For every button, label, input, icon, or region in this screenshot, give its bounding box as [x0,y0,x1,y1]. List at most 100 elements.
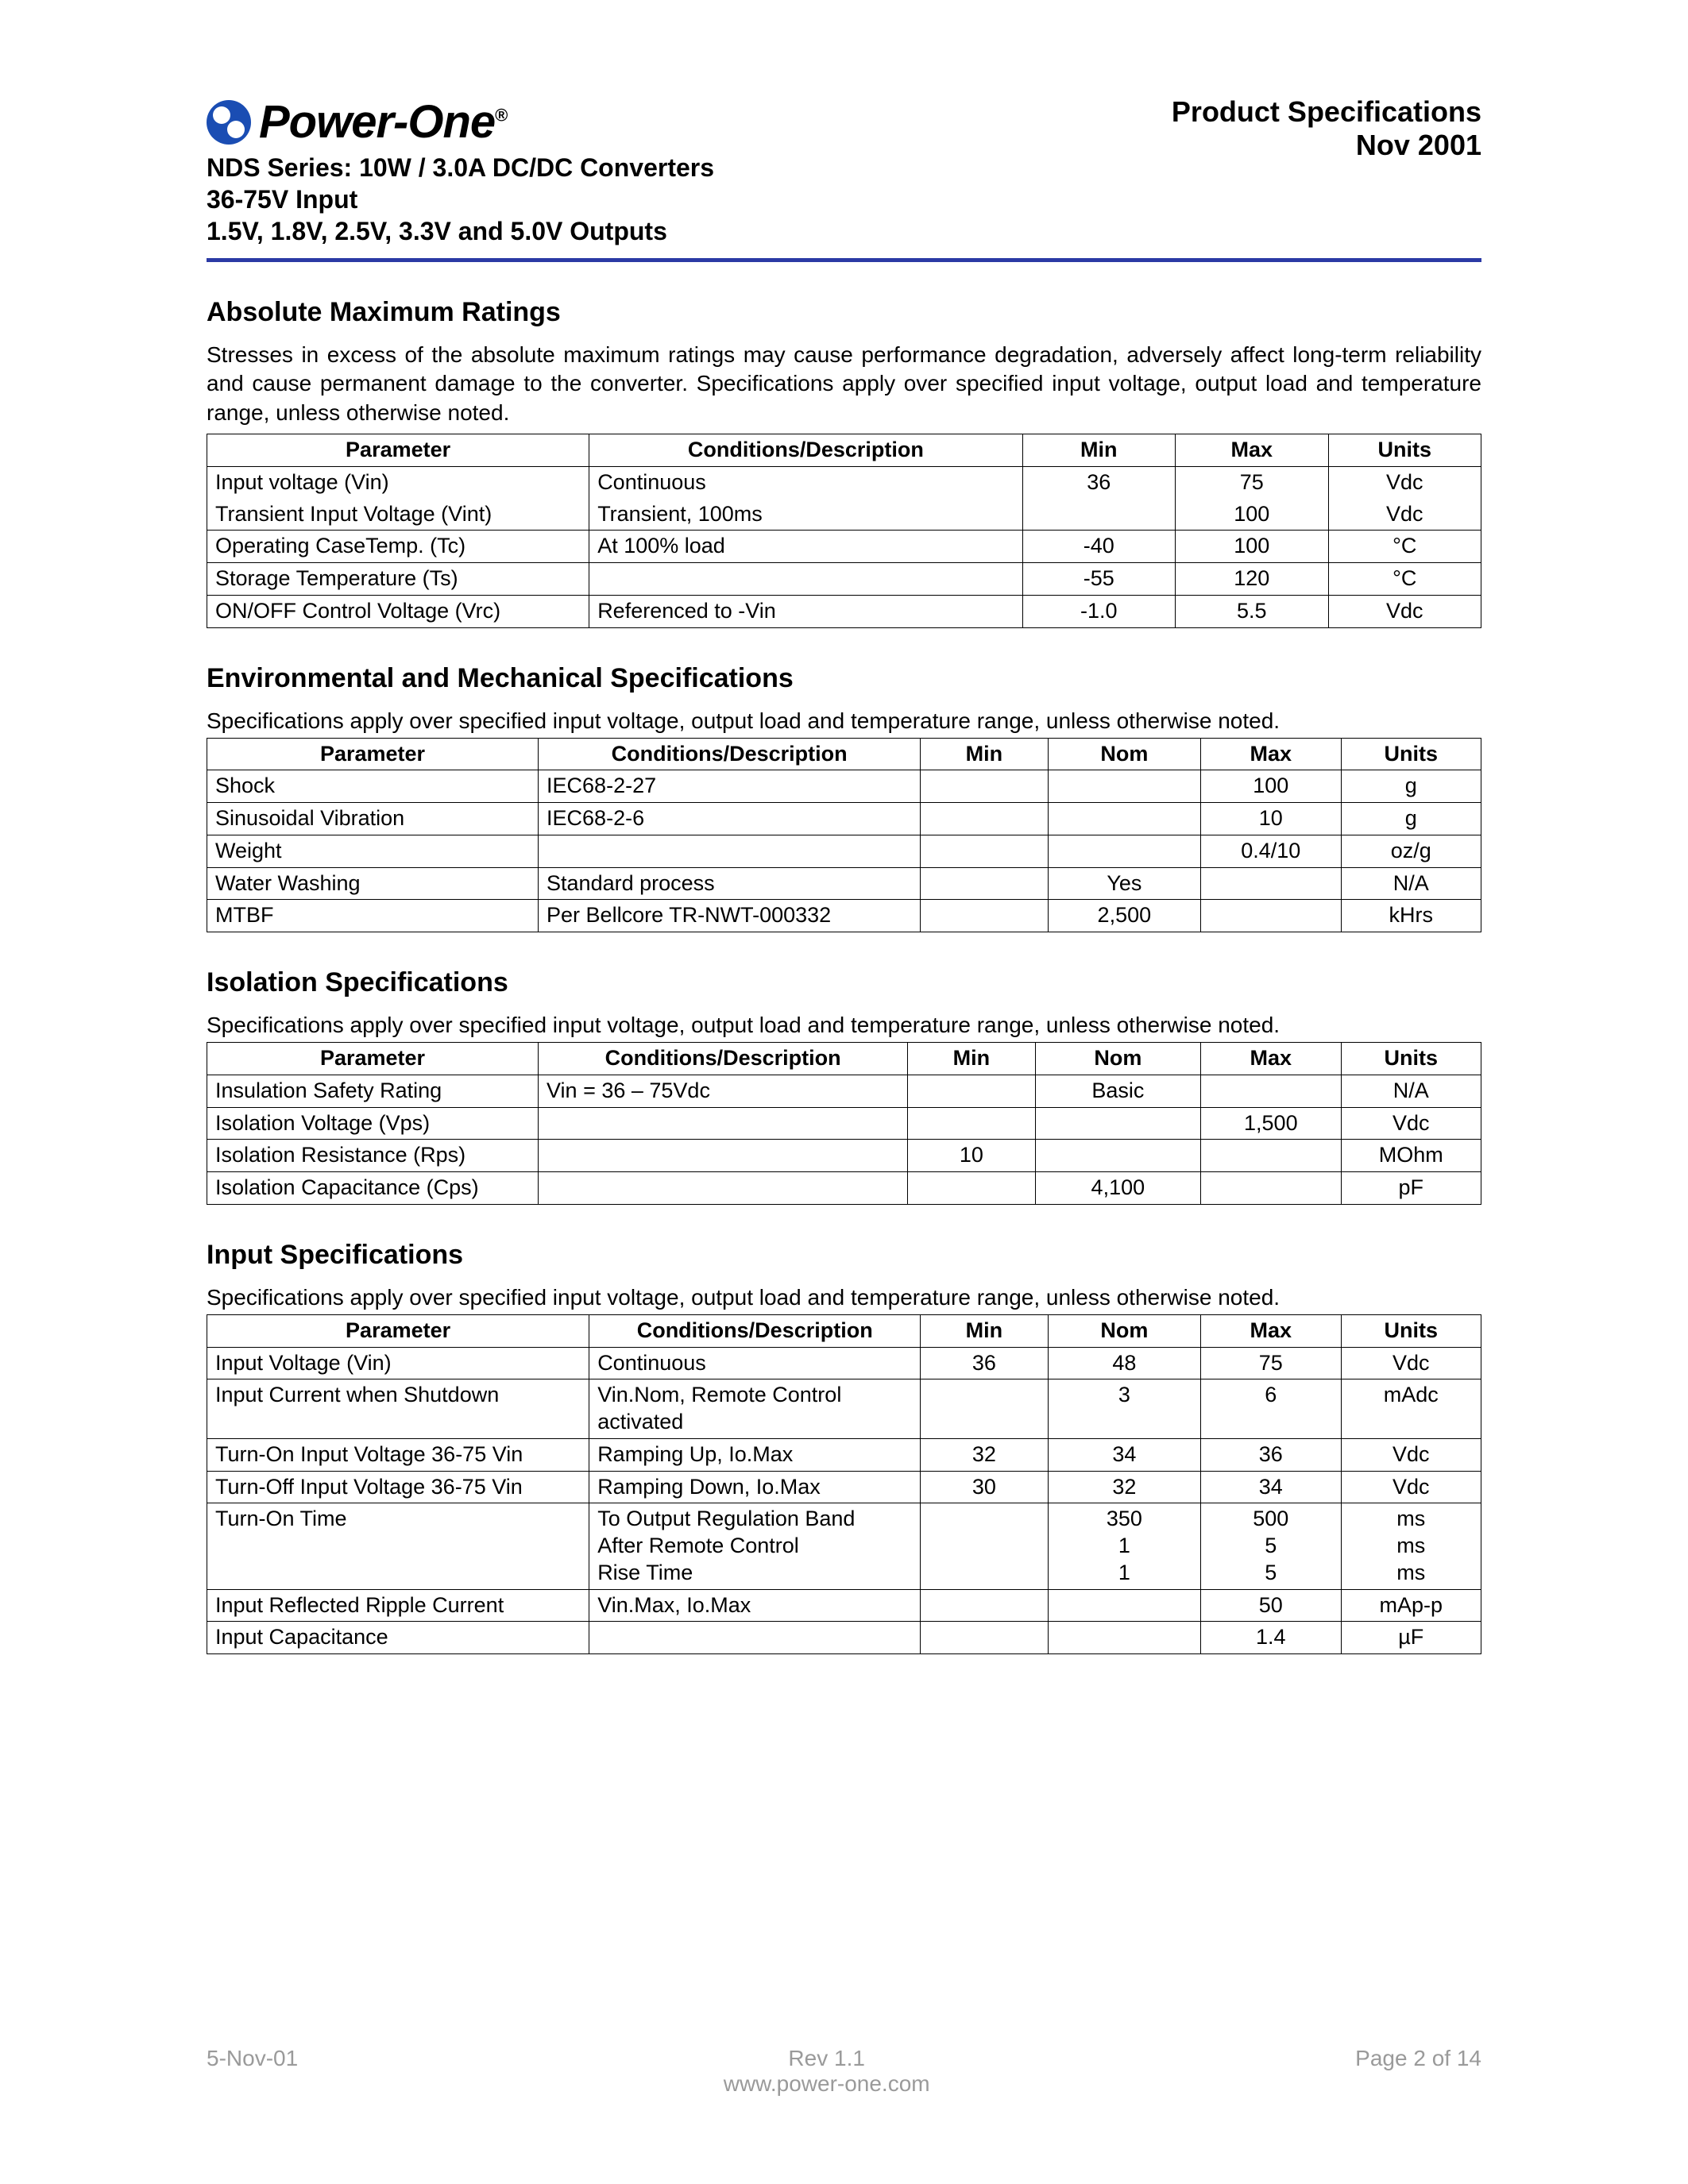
column-header: Units [1328,434,1481,467]
cell-value: Vdc [1328,499,1481,531]
cell-value: Vdc [1341,1438,1481,1471]
cell-value: 10 [908,1140,1035,1172]
cell-value: 36 [1022,466,1175,498]
cell-parameter: Isolation Voltage (Vps) [207,1107,539,1140]
cell-value: 100 [1176,531,1328,563]
table-row: Input Capacitance1.4µF [207,1622,1481,1654]
cell-parameter: Storage Temperature (Ts) [207,563,589,596]
cell-condition: Continuous [589,1347,921,1379]
cell-condition: To Output Regulation BandAfter Remote Co… [589,1503,921,1589]
column-header: Nom [1048,738,1200,770]
section-heading: Isolation Specifications [207,967,1481,998]
cell-value [1201,1172,1341,1205]
brand-text: Power-One [259,96,495,148]
cell-condition [539,1140,908,1172]
column-header: Parameter [207,1043,539,1075]
logo-icon [207,100,251,145]
cell-parameter: Input Voltage (Vin) [207,1347,589,1379]
column-header: Parameter [207,738,539,770]
table-absolute-max: ParameterConditions/DescriptionMinMaxUni… [207,434,1481,628]
column-header: Min [908,1043,1035,1075]
cell-condition [539,1172,908,1205]
cell-value: Yes [1048,867,1200,900]
cell-condition: Vin = 36 – 75Vdc [539,1075,908,1107]
cell-value [1201,867,1341,900]
cell-condition: Continuous [589,466,1022,498]
cell-value: MOhm [1341,1140,1481,1172]
cell-value [1201,1140,1341,1172]
cell-value [921,900,1048,932]
cell-value: g [1341,770,1481,803]
section-note: Specifications apply over specified inpu… [207,1283,1481,1311]
cell-value: 50 [1201,1589,1341,1622]
table-head: ParameterConditions/DescriptionMinNomMax… [207,1043,1481,1075]
table-isolation: ParameterConditions/DescriptionMinNomMax… [207,1042,1481,1205]
cell-value [921,1379,1048,1439]
cell-value [1048,1589,1200,1622]
cell-value: 6 [1201,1379,1341,1439]
cell-value: °C [1328,531,1481,563]
cell-value [1048,1622,1200,1654]
cell-value: Basic [1035,1075,1201,1107]
cell-value: pF [1341,1172,1481,1205]
cell-parameter: Turn-On Input Voltage 36-75 Vin [207,1438,589,1471]
column-header: Min [921,738,1048,770]
table-input: ParameterConditions/DescriptionMinNomMax… [207,1314,1481,1654]
cell-condition: IEC68-2-6 [539,803,921,835]
product-line-1: NDS Series: 10W / 3.0A DC/DC Converters [207,152,714,183]
cell-value: 100 [1201,770,1341,803]
cell-value: 1,500 [1201,1107,1341,1140]
table-body: Input voltage (Vin)Continuous3675VdcTran… [207,466,1481,627]
table-row: Insulation Safety RatingVin = 36 – 75Vdc… [207,1075,1481,1107]
cell-value: 36 [921,1347,1048,1379]
cell-value [1022,499,1175,531]
table-row: Operating CaseTemp. (Tc)At 100% load-401… [207,531,1481,563]
cell-value [1048,803,1200,835]
cell-value: 1.4 [1201,1622,1341,1654]
cell-value: 32 [1048,1471,1200,1503]
cell-condition [539,1107,908,1140]
footer-url: www.power-one.com [724,2071,930,2097]
cell-value: N/A [1341,1075,1481,1107]
cell-condition: Referenced to -Vin [589,595,1022,627]
cell-condition: Ramping Down, Io.Max [589,1471,921,1503]
cell-parameter: Weight [207,835,539,867]
cell-condition: Vin.Nom, Remote Control activated [589,1379,921,1439]
table-body: Input Voltage (Vin)Continuous364875VdcIn… [207,1347,1481,1654]
column-header: Parameter [207,1314,589,1347]
footer-center: Rev 1.1 www.power-one.com [724,2046,930,2097]
cell-parameter: Input Capacitance [207,1622,589,1654]
cell-value: kHrs [1341,900,1481,932]
cell-parameter: Isolation Resistance (Rps) [207,1140,539,1172]
cell-value: -1.0 [1022,595,1175,627]
table-row: Water WashingStandard processYesN/A [207,867,1481,900]
page-footer: 5-Nov-01 Rev 1.1 www.power-one.com Page … [207,2046,1481,2097]
cell-parameter: Input Current when Shutdown [207,1379,589,1439]
column-header: Nom [1048,1314,1200,1347]
cell-value: 4,100 [1035,1172,1201,1205]
cell-condition [589,1622,921,1654]
table-row: ON/OFF Control Voltage (Vrc)Referenced t… [207,595,1481,627]
product-title-block: NDS Series: 10W / 3.0A DC/DC Converters … [207,152,714,247]
column-header: Units [1341,1043,1481,1075]
cell-value [921,835,1048,867]
table-row: ShockIEC68-2-27100g [207,770,1481,803]
cell-value: 120 [1176,563,1328,596]
cell-value: 32 [921,1438,1048,1471]
cell-value: Vdc [1328,595,1481,627]
doc-title: Product Specifications [1172,95,1481,129]
cell-value [921,1589,1048,1622]
cell-value: Vdc [1341,1107,1481,1140]
table-head: ParameterConditions/DescriptionMinNomMax… [207,738,1481,770]
cell-parameter: Input Reflected Ripple Current [207,1589,589,1622]
table-head: ParameterConditions/DescriptionMinNomMax… [207,1314,1481,1347]
cell-condition: Per Bellcore TR-NWT-000332 [539,900,921,932]
cell-condition: Vin.Max, Io.Max [589,1589,921,1622]
doc-date: Nov 2001 [1172,129,1481,162]
table-row: Storage Temperature (Ts)-55120°C [207,563,1481,596]
cell-parameter: Isolation Capacitance (Cps) [207,1172,539,1205]
cell-value: msmsms [1341,1503,1481,1589]
cell-value: 0.4/10 [1201,835,1341,867]
column-header: Units [1341,1314,1481,1347]
cell-value: 75 [1201,1347,1341,1379]
